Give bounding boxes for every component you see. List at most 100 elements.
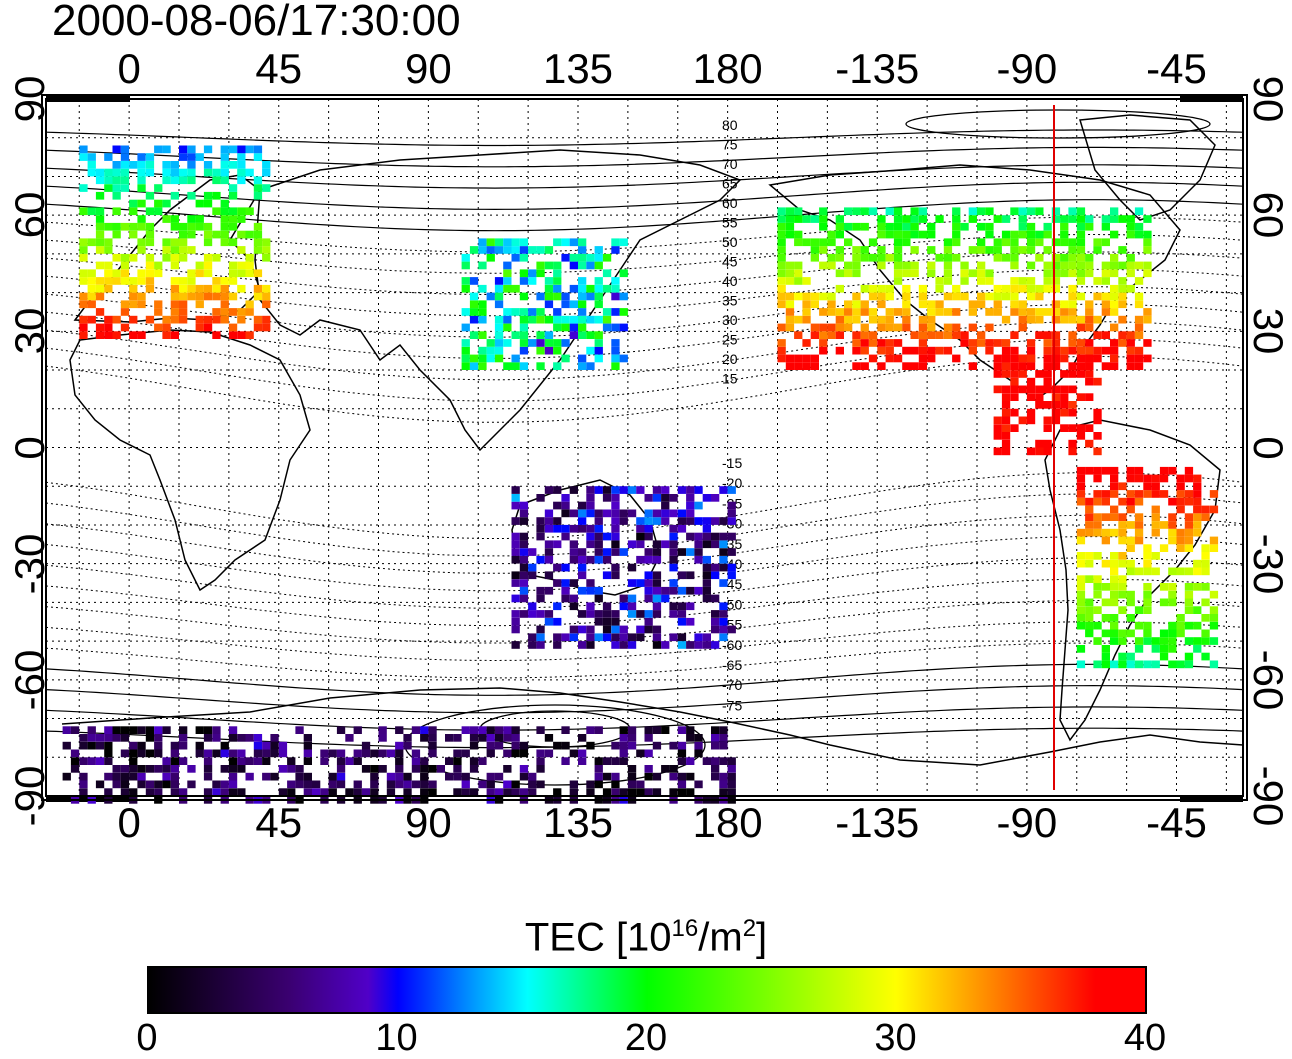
tec-cell — [395, 765, 404, 773]
tec-cell — [519, 331, 529, 339]
tec-cell — [1060, 424, 1069, 432]
tec-cell — [627, 594, 637, 603]
tec-cell — [553, 339, 562, 347]
tec-cell — [278, 749, 288, 758]
tec-cell — [619, 517, 628, 525]
tec-cell — [1026, 261, 1036, 270]
tec-cell — [1018, 308, 1027, 316]
tec-cell — [1110, 621, 1119, 630]
tec-cell — [536, 308, 545, 316]
tec-cell — [677, 524, 687, 533]
tec-cell — [1134, 606, 1144, 614]
tec-cell — [893, 246, 903, 254]
tec-cell — [129, 749, 138, 758]
tec-cell — [95, 331, 105, 339]
tec-cell — [960, 339, 969, 347]
tec-cell — [478, 362, 487, 370]
tec-cell — [602, 571, 612, 580]
tec-cell — [777, 346, 786, 355]
tec-cell — [519, 308, 529, 316]
tec-cell — [993, 300, 1002, 309]
tec-cell — [652, 633, 662, 642]
tec-cell — [910, 261, 919, 270]
tec-cell — [578, 734, 587, 742]
tec-cell — [1118, 536, 1127, 545]
tec-cell — [1076, 598, 1086, 607]
tec-cell — [1010, 370, 1019, 378]
tec-cell — [652, 594, 662, 603]
tec-cell — [478, 726, 487, 734]
tec-cell — [686, 772, 695, 781]
tec-cell — [262, 315, 271, 324]
tec-cell — [253, 145, 263, 154]
tec-cell — [686, 494, 695, 502]
tec-cell — [835, 323, 844, 332]
tec-cell — [868, 292, 878, 301]
tec-cell — [1018, 354, 1027, 363]
tec-cell — [877, 222, 886, 231]
tec-cell — [785, 277, 795, 285]
tec-cell — [494, 284, 504, 293]
tec-cell — [810, 362, 819, 370]
tec-cell — [154, 765, 163, 773]
tec-cell — [561, 633, 570, 642]
tec-cell — [112, 176, 121, 185]
tec-cell — [844, 315, 853, 324]
tec-cell — [1026, 246, 1036, 254]
tec-cell — [943, 238, 953, 247]
tec-cell — [686, 548, 695, 556]
tec-cell — [212, 207, 221, 216]
tec-cell — [1193, 490, 1202, 498]
tec-cell — [553, 277, 562, 285]
tec-cell — [154, 726, 163, 734]
tec-cell — [844, 300, 853, 309]
tec-cell — [910, 230, 919, 239]
top-longitude-tick: 0 — [117, 45, 141, 92]
tec-cell — [137, 269, 146, 278]
tec-cell — [727, 571, 736, 580]
tec-cell — [1026, 222, 1036, 231]
tec-cell — [220, 284, 229, 293]
tec-cell — [777, 215, 786, 223]
tec-cell — [1101, 362, 1110, 370]
tec-cell — [977, 238, 986, 247]
tec-cell — [1193, 583, 1202, 591]
tec-cell — [228, 331, 238, 339]
tec-cell — [627, 486, 637, 494]
tec-cell — [112, 222, 121, 231]
tec-cell — [1051, 253, 1061, 262]
tec-cell — [237, 734, 246, 742]
tec-cell — [1101, 629, 1110, 638]
tec-cell — [1043, 377, 1052, 386]
tec-cell — [187, 145, 196, 154]
tec-cell — [993, 416, 1002, 425]
tec-cell — [336, 772, 346, 781]
tec-cell — [952, 354, 961, 363]
tec-cell — [129, 292, 138, 301]
contour-label: 75 — [722, 137, 738, 153]
tec-cell — [868, 315, 878, 324]
tec-cell — [245, 145, 254, 154]
tec-cell — [893, 261, 903, 270]
tec-cell — [519, 610, 529, 618]
tec-cell — [519, 741, 529, 750]
top-longitude-tick: -90 — [996, 45, 1058, 92]
tec-cell — [220, 145, 229, 154]
tec-cell — [711, 594, 720, 603]
tec-cell — [137, 292, 146, 301]
tec-cell — [611, 284, 620, 293]
tec-cell — [1201, 629, 1210, 638]
tec-cell — [594, 277, 603, 285]
tec-cell — [1026, 354, 1036, 363]
tec-cell — [1076, 621, 1086, 630]
tec-cell — [179, 277, 188, 285]
tec-cell — [569, 253, 578, 262]
tec-cell — [1026, 308, 1036, 316]
tec-cell — [1076, 645, 1086, 653]
tec-cell — [1026, 230, 1036, 239]
tec-cell — [1076, 424, 1086, 432]
tec-cell — [602, 602, 612, 611]
tec-cell — [1068, 447, 1077, 456]
tec-cell — [120, 323, 130, 332]
